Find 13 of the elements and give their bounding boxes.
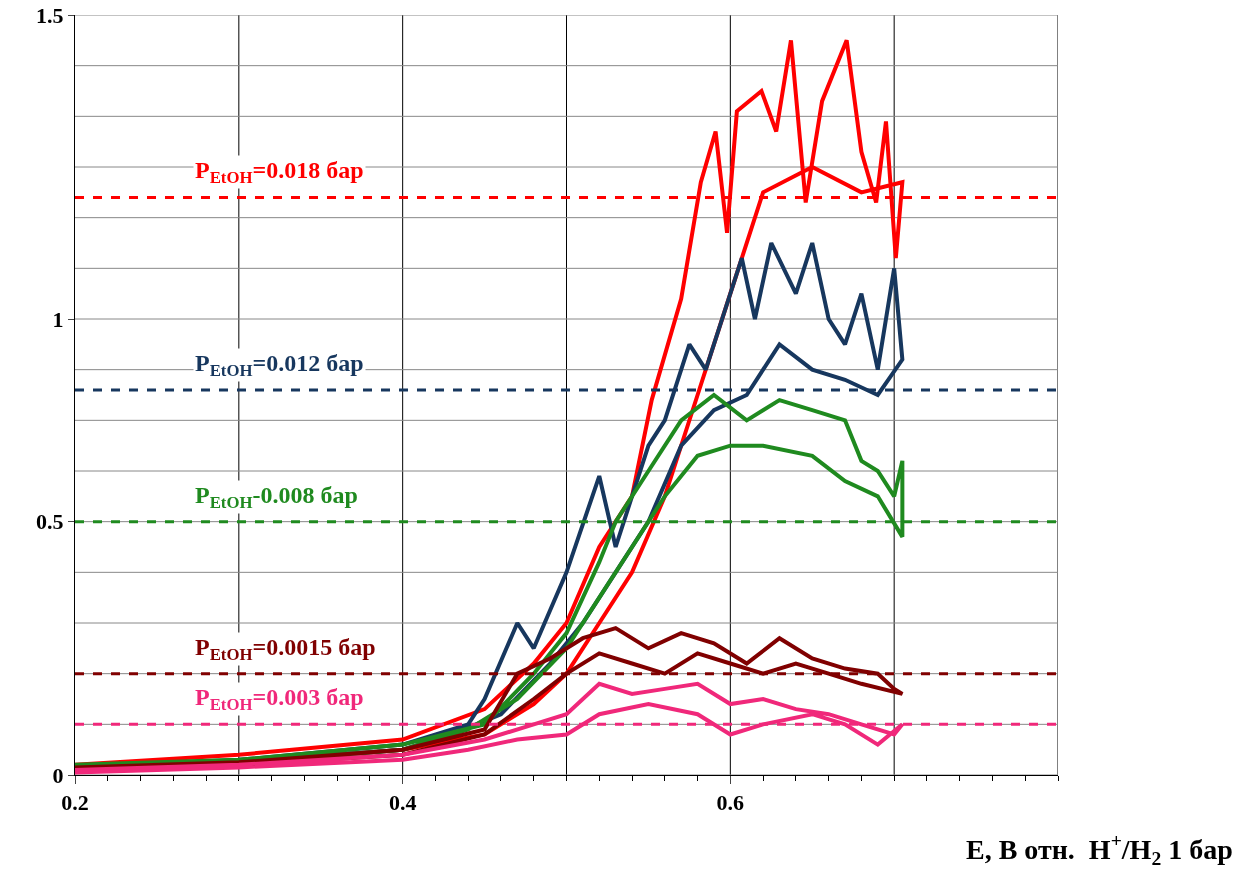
annotation: P$_{EtOH}$=0.018 бар — [195, 157, 364, 188]
y-tick-label: 0 — [52, 762, 64, 788]
annotation: P$_{EtOH}$=0.012 бар — [195, 350, 364, 381]
annotation: P$_{EtOH}$=0.003 бар — [195, 684, 364, 715]
y-tick-label: 1 — [52, 306, 64, 332]
x-tick-label: 0.2 — [61, 790, 89, 816]
annotation: P$_{EtOH}$-0.008 бар — [195, 482, 358, 513]
x-tick-label: 0.4 — [388, 790, 417, 816]
x-axis-title: E, В отн. H$^{+}$/H$_{2}$ 1 бар — [966, 830, 1233, 869]
x-tick-label: 0.6 — [716, 790, 745, 816]
annotation: P$_{EtOH}$=0.0015 бар — [195, 634, 376, 665]
y-tick-label: 1.5 — [36, 2, 64, 28]
y-tick-label: 0.5 — [36, 509, 64, 535]
